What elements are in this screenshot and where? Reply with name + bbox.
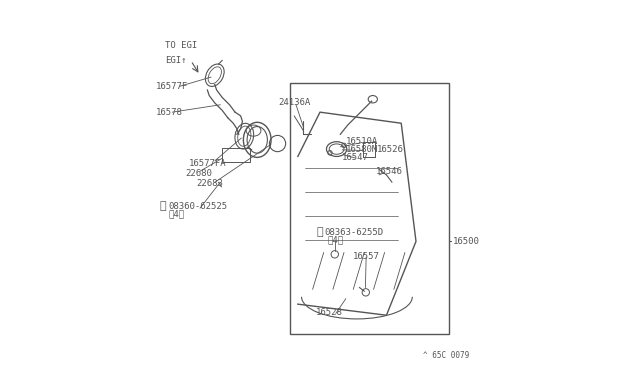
Text: Ⓢ: Ⓢ	[316, 227, 323, 237]
Text: 16547: 16547	[342, 153, 369, 162]
Text: 08360-62525: 08360-62525	[168, 202, 228, 211]
Text: 22680: 22680	[185, 169, 212, 177]
Text: 16580M: 16580M	[346, 145, 378, 154]
Text: 16526: 16526	[377, 145, 404, 154]
Text: 16528: 16528	[316, 308, 343, 317]
Text: ^ 65C 0079: ^ 65C 0079	[424, 351, 470, 360]
Text: 24136A: 24136A	[278, 99, 311, 108]
Text: 16577FA: 16577FA	[189, 159, 227, 169]
Text: 〈4〉: 〈4〉	[328, 235, 344, 244]
Bar	[222, 148, 250, 162]
Text: Ⓢ: Ⓢ	[159, 201, 166, 211]
Text: 16577F: 16577F	[156, 82, 188, 91]
Text: 08363-6255D: 08363-6255D	[324, 228, 384, 237]
Text: EGI↑: EGI↑	[165, 56, 186, 65]
Text: TO EGI: TO EGI	[165, 41, 197, 50]
Bar	[291, 83, 449, 334]
Text: 〈4〉: 〈4〉	[168, 209, 185, 218]
Text: 16500: 16500	[453, 237, 480, 246]
Text: 16557: 16557	[353, 251, 380, 261]
Text: 16578: 16578	[156, 108, 182, 117]
Text: 22683: 22683	[196, 179, 223, 187]
Text: 16546: 16546	[376, 167, 403, 176]
Text: 16510A: 16510A	[346, 137, 378, 146]
